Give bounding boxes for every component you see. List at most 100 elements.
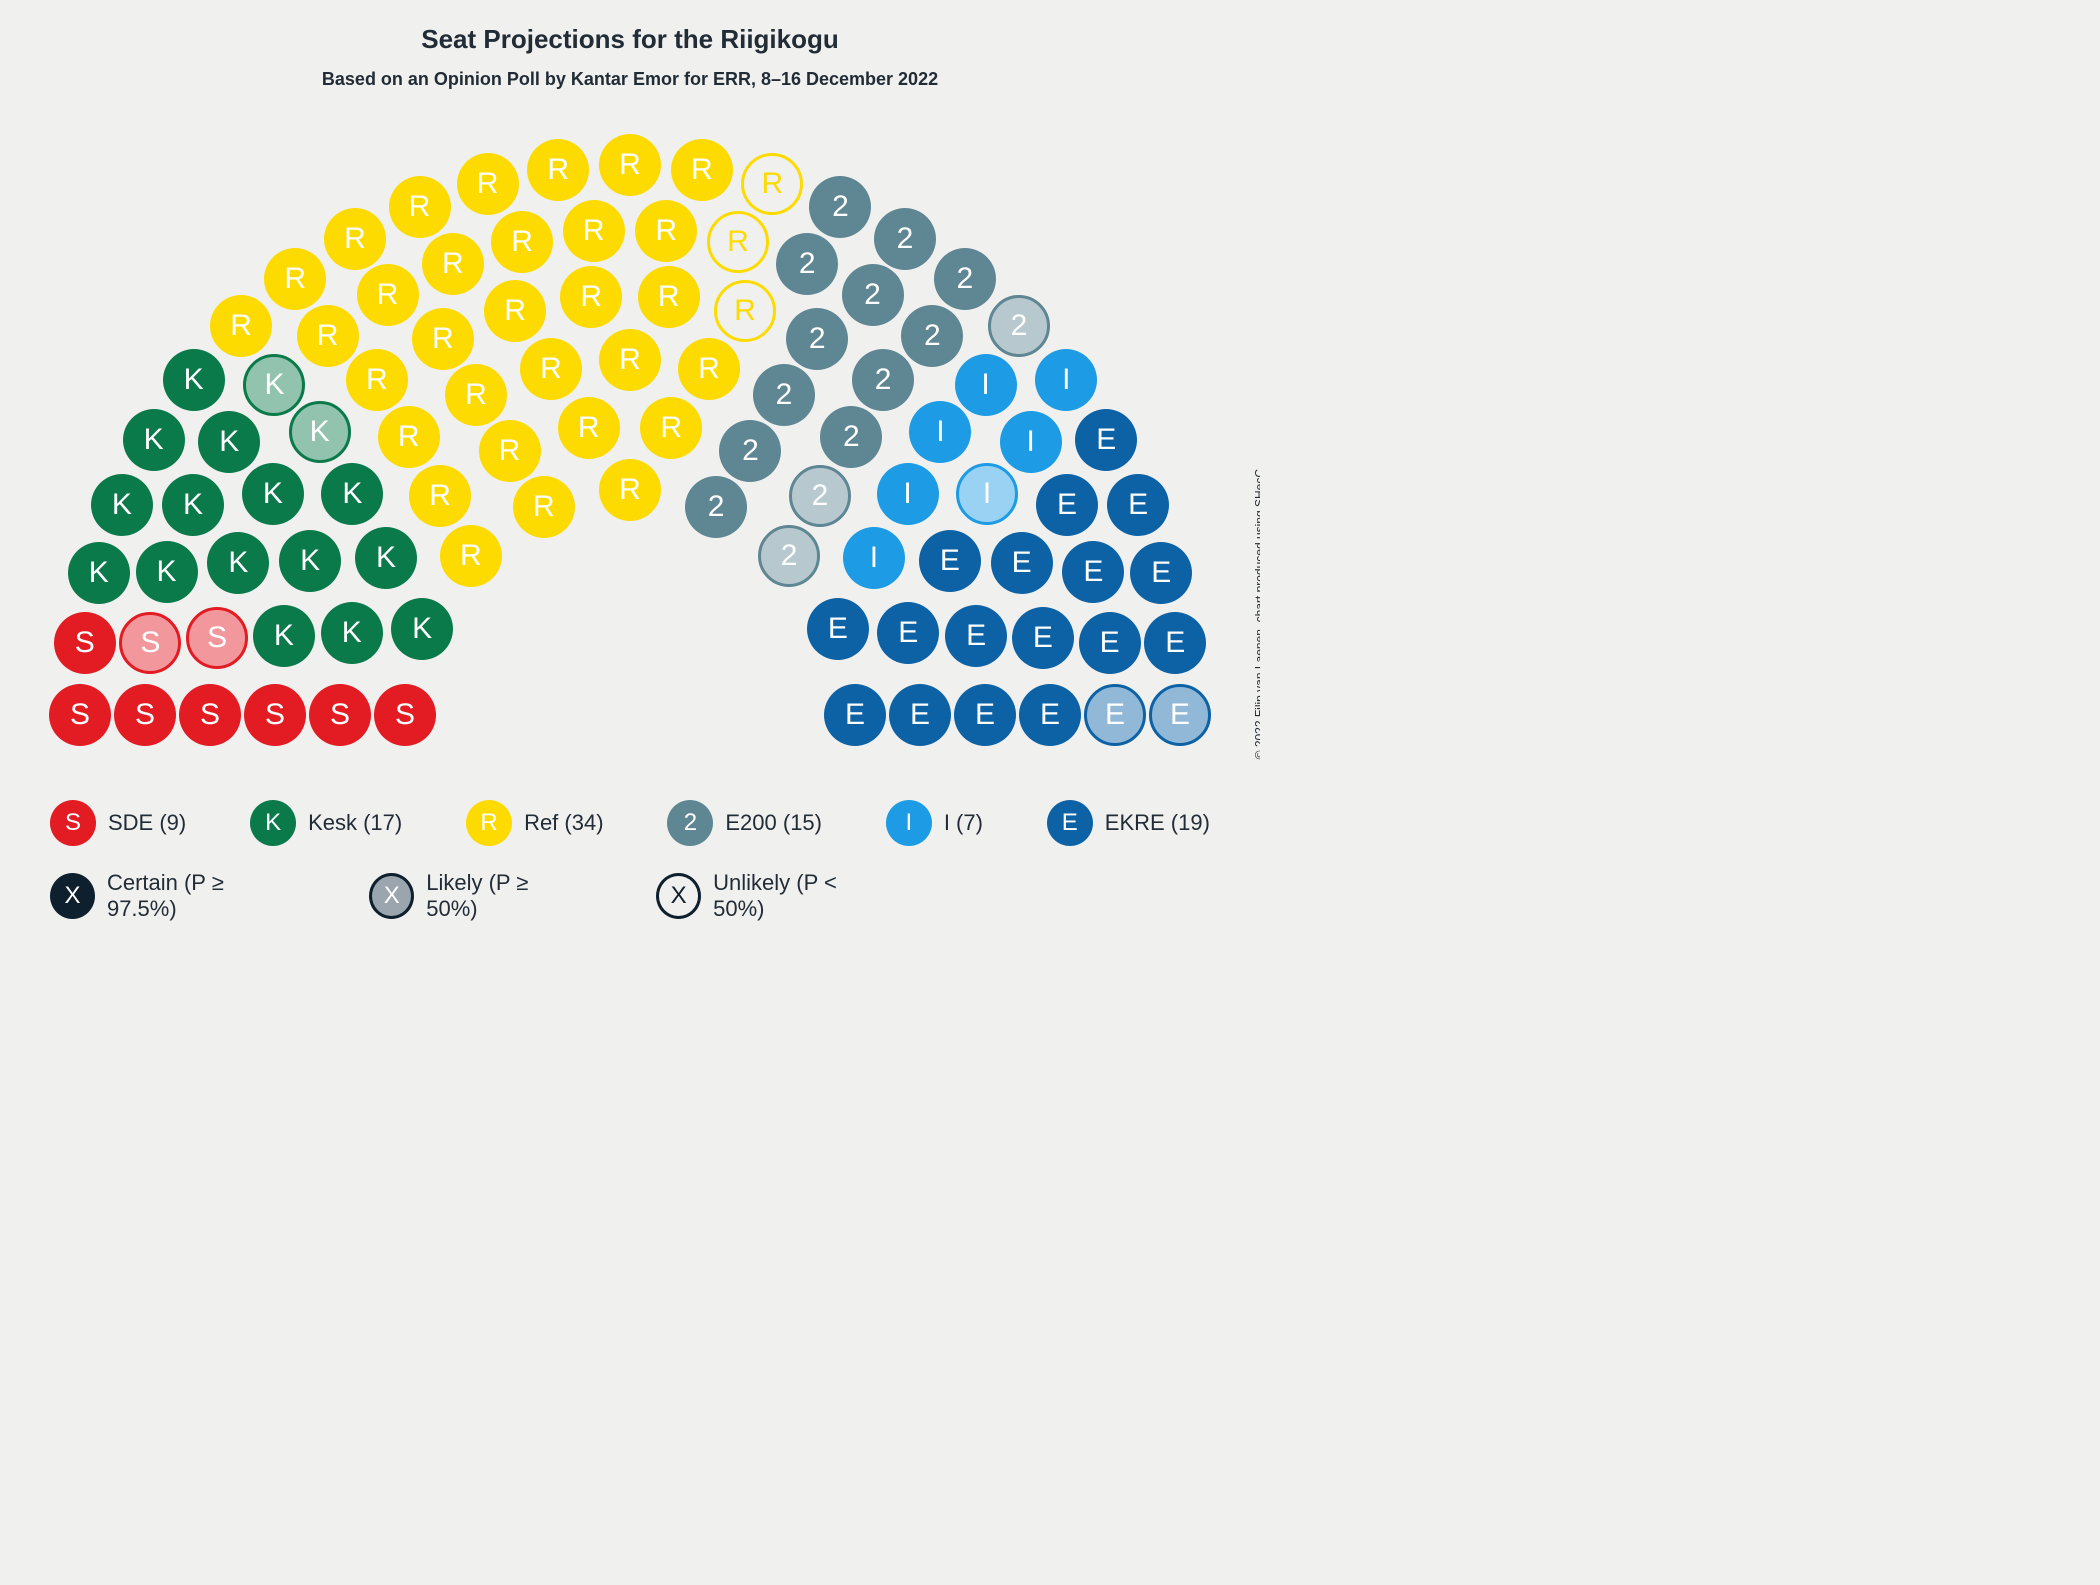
seat: I <box>956 463 1018 525</box>
legend-prob-label: Certain (P ≥ 97.5%) <box>107 870 295 922</box>
seat: K <box>242 463 304 525</box>
legend-swatch: E <box>1047 800 1093 846</box>
seat: R <box>638 266 700 328</box>
legend-label: SDE (9) <box>108 810 186 836</box>
seat: R <box>714 280 776 342</box>
seat: E <box>889 684 951 746</box>
seat: E <box>877 602 939 664</box>
seat: K <box>136 541 198 603</box>
seat: R <box>264 248 326 310</box>
legend-label: Kesk (17) <box>308 810 402 836</box>
seat: E <box>1079 612 1141 674</box>
seat: E <box>1144 612 1206 674</box>
seat: 2 <box>934 248 996 310</box>
seat: I <box>1000 411 1062 473</box>
seat: R <box>599 459 661 521</box>
legend-swatch: R <box>466 800 512 846</box>
legend-prob-swatch: X <box>656 873 701 919</box>
seat: S <box>186 607 248 669</box>
seat: E <box>1012 607 1074 669</box>
seat: R <box>678 338 740 400</box>
seat: K <box>91 474 153 536</box>
legend-probability: XCertain (P ≥ 97.5%)XLikely (P ≥ 50%)XUn… <box>50 870 950 922</box>
seat: E <box>1019 684 1081 746</box>
seat: S <box>179 684 241 746</box>
seat: R <box>210 295 272 357</box>
legend-swatch: K <box>250 800 296 846</box>
legend-prob-label: Likely (P ≥ 50%) <box>426 870 582 922</box>
seat: I <box>955 354 1017 416</box>
seat: R <box>640 397 702 459</box>
seat: 2 <box>874 208 936 270</box>
legend-prob-item: XLikely (P ≥ 50%) <box>369 870 582 922</box>
seat: E <box>1075 409 1137 471</box>
legend-parties: SSDE (9) K Kesk (17) R Ref (34) 2 E200 (15) II … <box>50 800 1210 846</box>
seat: K <box>321 463 383 525</box>
seat: E <box>1084 684 1146 746</box>
seat: K <box>198 411 260 473</box>
seat: R <box>440 525 502 587</box>
seat: R <box>563 200 625 262</box>
seat: I <box>877 463 939 525</box>
seat: R <box>520 338 582 400</box>
seat: R <box>599 134 661 196</box>
seat: I <box>909 401 971 463</box>
chart-title: Seat Projections for the Riigikogu <box>0 0 1260 55</box>
seat: E <box>945 605 1007 667</box>
seat: R <box>635 200 697 262</box>
seat: 2 <box>901 305 963 367</box>
legend-swatch: I <box>886 800 932 846</box>
seat: E <box>954 684 1016 746</box>
seat: 2 <box>786 308 848 370</box>
seat: E <box>1036 474 1098 536</box>
seat: R <box>389 176 451 238</box>
legend-party-item: 2 E200 (15) <box>667 800 822 846</box>
legend-prob-item: XCertain (P ≥ 97.5%) <box>50 870 295 922</box>
seat: S <box>49 684 111 746</box>
seat: 2 <box>685 476 747 538</box>
seat: K <box>289 401 351 463</box>
seat: R <box>412 308 474 370</box>
seat: R <box>357 264 419 326</box>
seat: R <box>484 280 546 342</box>
seat: R <box>445 364 507 426</box>
seat: I <box>843 527 905 589</box>
seat: K <box>68 542 130 604</box>
legend-party-item: II (7) <box>886 800 983 846</box>
seat: E <box>1130 542 1192 604</box>
seat: E <box>991 532 1053 594</box>
seat: 2 <box>758 525 820 587</box>
seat: R <box>409 465 471 527</box>
seat: S <box>374 684 436 746</box>
seat: 2 <box>988 295 1050 357</box>
seat: K <box>355 527 417 589</box>
seat: 2 <box>820 406 882 468</box>
seat: E <box>807 598 869 660</box>
seat: R <box>513 476 575 538</box>
seat: R <box>378 406 440 468</box>
seat: S <box>244 684 306 746</box>
legend-label: Ref (34) <box>524 810 603 836</box>
seat: R <box>491 211 553 273</box>
seat: E <box>1062 541 1124 603</box>
seat: R <box>707 211 769 273</box>
seat: 2 <box>789 465 851 527</box>
seat: R <box>324 208 386 270</box>
chart-subtitle: Based on an Opinion Poll by Kantar Emor … <box>0 69 1260 90</box>
seat: E <box>824 684 886 746</box>
hemicycle: SSSSSSSSSKKKKKKKKKKKKKKKKKRRRRRRRRRRRRRR… <box>0 120 1260 720</box>
legend-swatch: 2 <box>667 800 713 846</box>
seat: 2 <box>719 420 781 482</box>
seat: K <box>253 605 315 667</box>
seat: 2 <box>809 176 871 238</box>
seat: R <box>297 305 359 367</box>
seat: K <box>162 474 224 536</box>
seat: S <box>309 684 371 746</box>
legend-party-item: EEKRE (19) <box>1047 800 1210 846</box>
seat: K <box>279 530 341 592</box>
legend-label: E200 (15) <box>725 810 822 836</box>
seat: 2 <box>776 233 838 295</box>
seat: E <box>1149 684 1211 746</box>
legend-party-item: SSDE (9) <box>50 800 186 846</box>
seat: K <box>391 598 453 660</box>
